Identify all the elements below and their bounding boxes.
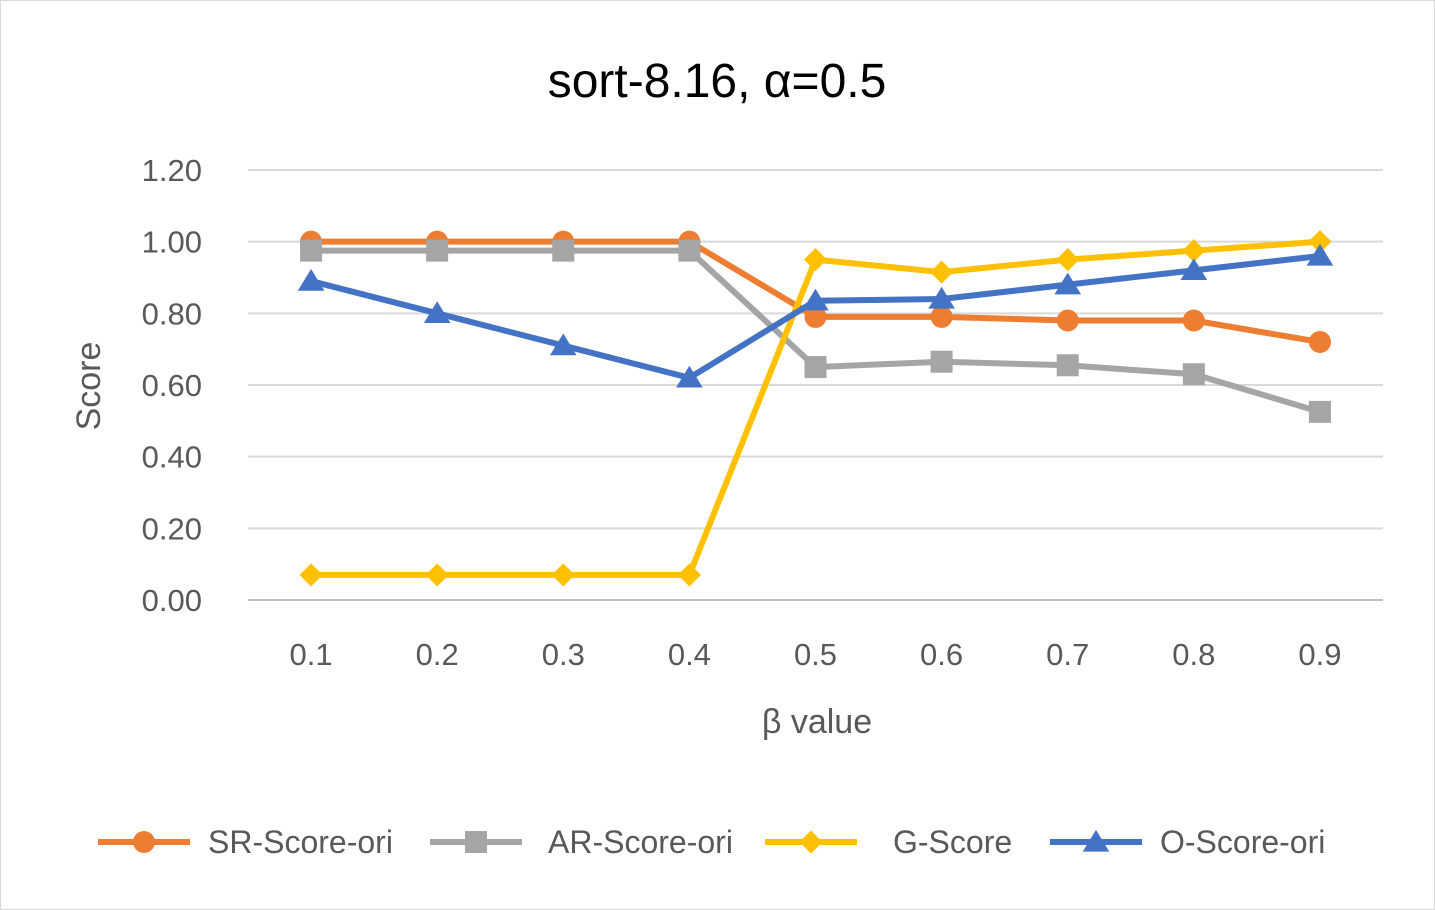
legend-marker — [465, 831, 487, 853]
x-tick-label: 0.7 — [1046, 637, 1089, 672]
data-point — [676, 365, 703, 388]
chart-title: sort-8.16, α=0.5 — [548, 55, 887, 108]
data-point — [802, 288, 829, 311]
legend-label: AR-Score-ori — [548, 824, 733, 860]
data-point — [1308, 230, 1332, 254]
x-tick-label: 0.1 — [290, 637, 333, 672]
legend-marker — [799, 830, 823, 854]
x-tick-label: 0.5 — [794, 637, 837, 672]
data-point — [297, 268, 325, 291]
data-point — [1308, 331, 1331, 353]
data-point — [1182, 309, 1205, 332]
y-tick-label: 0.40 — [142, 440, 202, 475]
data-point — [928, 286, 955, 309]
data-point — [930, 260, 954, 284]
y-axis-label: Score — [70, 342, 108, 431]
data-point — [803, 248, 828, 272]
data-point — [1056, 248, 1080, 272]
x-axis-label: β value — [762, 703, 872, 741]
data-point — [804, 356, 827, 379]
y-tick-label: 0.20 — [142, 511, 202, 546]
y-tick-labels: 0.00 0.20 0.40 0.60 0.80 1.00 1.20 — [142, 153, 202, 618]
x-tick-label: 0.4 — [668, 637, 711, 672]
y-tick-label: 0.80 — [142, 296, 202, 331]
series-layer — [297, 230, 1334, 587]
data-point — [552, 239, 575, 262]
data-point — [551, 563, 575, 587]
legend-item: AR-Score-ori — [430, 824, 733, 860]
x-tick-labels: 0.1 0.2 0.3 0.4 0.5 0.6 0.7 0.8 0.9 — [290, 637, 1342, 672]
y-tick-label: 1.20 — [142, 153, 202, 188]
legend-label: G-Score — [893, 824, 1012, 860]
series-o-score-ori — [297, 243, 1334, 388]
data-point — [930, 350, 953, 373]
legend-label: O-Score-ori — [1160, 824, 1325, 860]
y-tick-label: 0.60 — [142, 368, 202, 403]
data-point — [1306, 243, 1334, 266]
legend-item: G-Score — [765, 824, 1012, 860]
data-point — [549, 333, 577, 356]
data-point — [1180, 258, 1208, 281]
series-ar-score-ori — [300, 239, 1331, 423]
legend: SR-Score-ori AR-Score-ori G-Score O-Score-o… — [98, 824, 1325, 860]
data-point — [804, 305, 827, 328]
data-point — [677, 563, 701, 587]
data-point — [1056, 309, 1079, 332]
x-tick-label: 0.2 — [416, 637, 459, 672]
legend-marker — [133, 831, 155, 853]
data-point — [930, 305, 953, 328]
data-point — [678, 239, 701, 262]
data-point — [1182, 239, 1206, 263]
series-g-score — [299, 230, 1332, 587]
legend-label: SR-Score-ori — [208, 824, 393, 860]
y-tick-label: 1.00 — [142, 225, 202, 260]
data-point — [425, 563, 449, 587]
data-point — [1308, 400, 1331, 423]
y-tick-label: 0.00 — [142, 583, 202, 618]
legend-item: SR-Score-ori — [98, 824, 393, 860]
data-point — [426, 239, 449, 262]
data-point — [300, 239, 323, 262]
x-tick-label: 0.9 — [1298, 637, 1341, 672]
data-point — [423, 301, 451, 324]
data-point — [299, 563, 323, 587]
gridlines — [248, 169, 1383, 601]
legend-marker — [1082, 829, 1110, 852]
data-point — [1056, 354, 1079, 377]
x-tick-label: 0.8 — [1172, 637, 1215, 672]
legend-item: O-Score-ori — [1050, 824, 1325, 860]
x-tick-label: 0.3 — [542, 637, 585, 672]
x-tick-label: 0.6 — [920, 637, 963, 672]
data-point — [1054, 272, 1082, 295]
data-point — [1182, 363, 1205, 386]
